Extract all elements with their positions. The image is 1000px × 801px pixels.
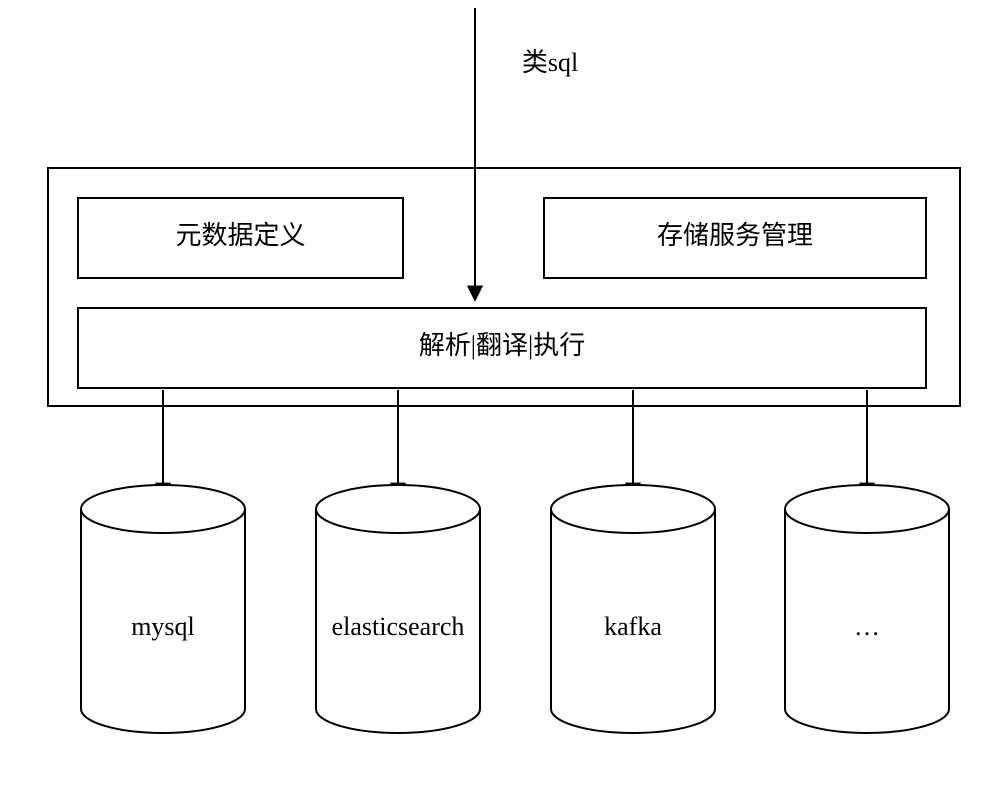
- architecture-diagram: 元数据定义 存储服务管理解析|翻译|执行 类sql mysql elasticsearc…: [0, 0, 1000, 801]
- cylinder-more: …: [785, 485, 949, 733]
- cylinder-label-more: …: [854, 612, 880, 641]
- cylinder-label-elasticsearch: elasticsearch: [332, 612, 465, 641]
- container-box: [48, 168, 960, 406]
- cylinder-elasticsearch: elasticsearch: [316, 485, 480, 733]
- cylinder-kafka: kafka: [551, 485, 715, 733]
- input-label: 类sql: [522, 48, 578, 77]
- cylinder-mysql: mysql: [81, 485, 245, 733]
- cylinder-label-kafka: kafka: [604, 612, 662, 641]
- cylinder-label-mysql: mysql: [131, 612, 195, 641]
- storage-label: 存储服务管理: [657, 221, 813, 250]
- metadata-label: 元数据定义: [175, 221, 305, 250]
- engine-label: 解析|翻译|执行: [419, 331, 585, 360]
